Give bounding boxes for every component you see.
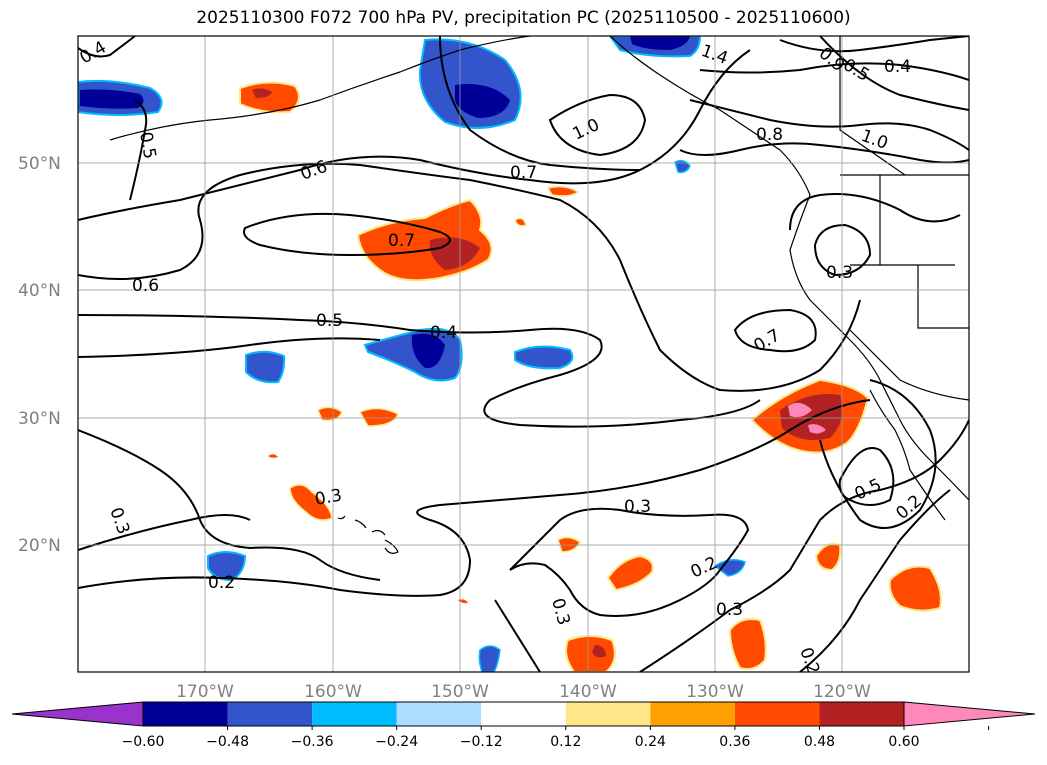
lat-label: 40°N bbox=[18, 281, 61, 301]
colorbar-extend-low bbox=[11, 701, 144, 727]
pv-contour bbox=[129, 99, 148, 201]
lon-label: 130°W bbox=[686, 682, 744, 702]
colorbar-outline bbox=[142, 701, 905, 727]
colorbar-tick-label: −0.24 bbox=[375, 734, 418, 750]
contour-label: 0.2 bbox=[208, 573, 235, 593]
coastline bbox=[337, 515, 399, 554]
contour-label: 0.8 bbox=[756, 125, 783, 145]
lon-label: 160°W bbox=[304, 682, 362, 702]
pv-contour bbox=[494, 599, 541, 672]
pv-contour bbox=[699, 62, 969, 81]
colorbar-tick-label: 0.60 bbox=[888, 734, 919, 750]
lon-label: 140°W bbox=[559, 682, 617, 702]
pv-contour bbox=[733, 308, 817, 353]
lon-label: 150°W bbox=[431, 682, 489, 702]
contour-label: 0.4 bbox=[430, 323, 457, 343]
pv-contour bbox=[548, 93, 647, 157]
colorbar-tick-label: −0.48 bbox=[206, 734, 249, 750]
pv-contour bbox=[679, 142, 969, 164]
pv-contour bbox=[78, 429, 381, 581]
contour-label: 0.4 bbox=[884, 57, 911, 77]
precip-fill-layer bbox=[78, 36, 942, 672]
graticule bbox=[78, 36, 969, 672]
coastline bbox=[917, 265, 969, 329]
colorbar-segment bbox=[565, 702, 651, 726]
pv-contour bbox=[639, 419, 969, 672]
pv-contour bbox=[789, 193, 961, 231]
colorbar-segment bbox=[734, 702, 820, 726]
coastline bbox=[609, 36, 969, 501]
pv-contour bbox=[813, 223, 872, 277]
pv-contour bbox=[689, 99, 969, 151]
colorbar: −0.60 −0.48 −0.36 −0.24 −0.12 0.12 0.24 0.36 0.4… bbox=[11, 701, 1036, 750]
contour-label: 0.7 bbox=[510, 163, 537, 183]
colorbar-segment bbox=[819, 702, 904, 726]
pv-contour bbox=[78, 514, 251, 551]
contour-label: 0.7 bbox=[388, 231, 415, 251]
colorbar-tick-label: −0.12 bbox=[460, 734, 503, 750]
colorbar-tick-label: 0.12 bbox=[550, 734, 581, 750]
pv-contour bbox=[799, 489, 951, 672]
colorbar-segment bbox=[396, 702, 482, 726]
colorbar-segment bbox=[650, 702, 735, 726]
coastline bbox=[869, 389, 946, 521]
coastline bbox=[849, 329, 969, 401]
lat-label: 30°N bbox=[18, 409, 61, 429]
pv-contour bbox=[78, 399, 871, 597]
colorbar-segment bbox=[143, 702, 228, 726]
colorbar-tick-label: 0.48 bbox=[804, 734, 835, 750]
pv-contour bbox=[78, 314, 761, 428]
colorbar-tick-label: −0.36 bbox=[291, 734, 334, 750]
colorbar-tick-label: −0.60 bbox=[122, 734, 165, 750]
coastline-layer bbox=[109, 36, 969, 554]
lon-label: 170°W bbox=[176, 682, 234, 702]
colorbar-tick-label: 0.36 bbox=[719, 734, 750, 750]
lat-label: 50°N bbox=[18, 154, 61, 174]
colorbar-segment bbox=[312, 702, 397, 726]
colorbar-tick-label: 0.24 bbox=[635, 734, 666, 750]
coastline bbox=[839, 36, 906, 176]
contour-label: 0.3 bbox=[716, 600, 743, 620]
contour-label: 0.3 bbox=[826, 263, 853, 283]
map-frame bbox=[77, 35, 970, 673]
pv-contour bbox=[78, 337, 381, 358]
pv-contour bbox=[509, 507, 750, 617]
lon-label: 120°W bbox=[813, 682, 871, 702]
pv-contour bbox=[78, 162, 861, 392]
contour-label: 0.6 bbox=[132, 276, 159, 296]
pv-contour bbox=[779, 36, 969, 53]
colorbar-segment bbox=[227, 702, 313, 726]
colorbar-extend-high bbox=[903, 701, 1036, 727]
precip-neg-core bbox=[80, 89, 144, 109]
coastline bbox=[109, 36, 531, 141]
colorbar-segment bbox=[481, 702, 566, 726]
pv-contour bbox=[439, 36, 641, 171]
contour-label: 0.5 bbox=[135, 130, 159, 160]
contour-label: 0.5 bbox=[316, 311, 343, 331]
pv-contour bbox=[78, 36, 136, 58]
pv-contour bbox=[78, 49, 751, 221]
pv-contour-layer bbox=[78, 36, 969, 672]
contour-label: 0.3 bbox=[313, 486, 343, 510]
pv-contour bbox=[243, 212, 451, 257]
contour-label: 0.3 bbox=[624, 497, 651, 517]
map-title: 2025110300 F072 700 hPa PV, precipitatio… bbox=[196, 8, 851, 28]
pv-contour bbox=[819, 379, 937, 529]
lat-label: 20°N bbox=[18, 536, 61, 556]
